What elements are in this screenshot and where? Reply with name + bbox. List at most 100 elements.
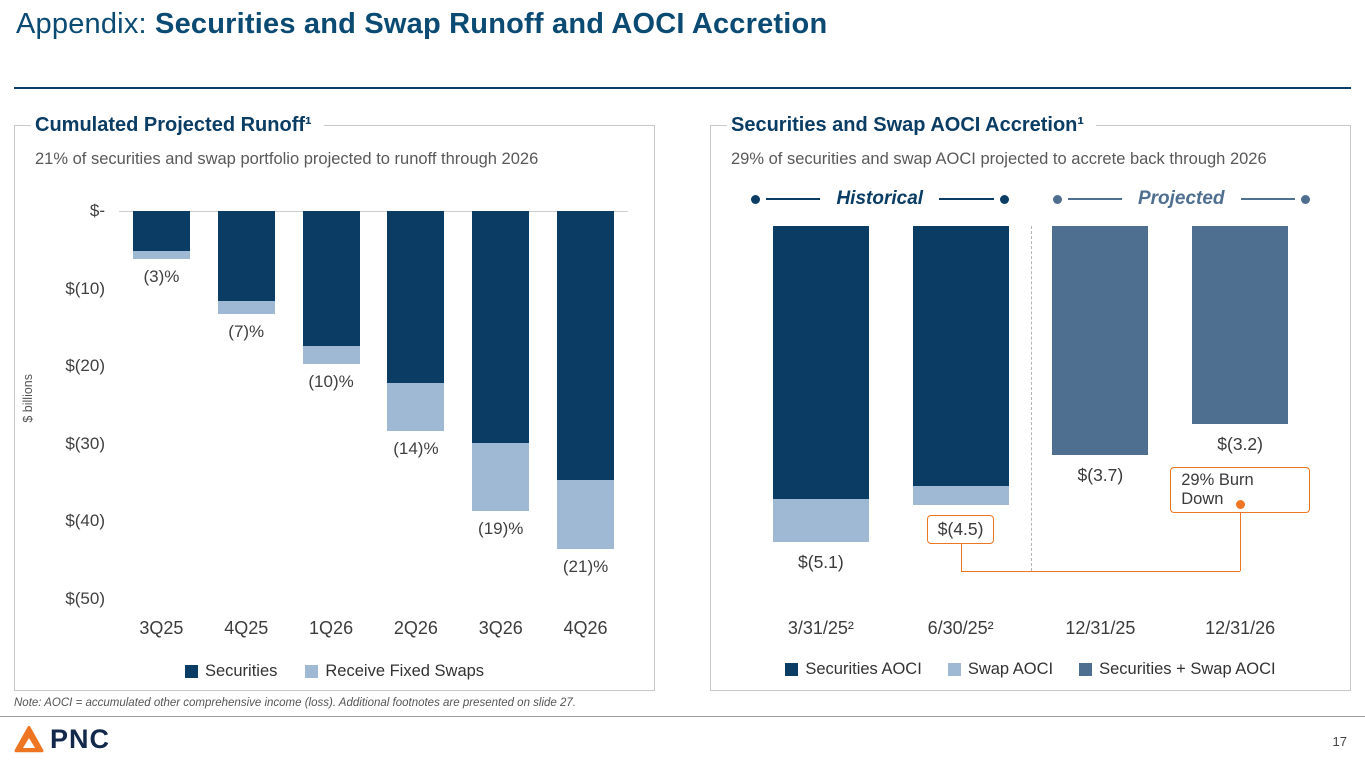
line-end-dot — [999, 194, 1009, 204]
aoci-chart-subtitle: 29% of securities and swap AOCI projecte… — [731, 150, 1267, 168]
burn-down-annotation: 29% Burn Down — [1170, 467, 1310, 514]
x-axis-label: 4Q25 — [224, 618, 269, 638]
legend-item: Receive Fixed Swaps — [305, 662, 484, 681]
legend-swatch — [785, 663, 799, 676]
x-axis-label: 3Q26 — [478, 618, 523, 638]
bar-value-label: (14)% — [393, 438, 439, 458]
bar-value-label: (10)% — [308, 371, 354, 391]
bar-segment — [387, 382, 445, 431]
runoff-legend: Securities Receive Fixed Swaps — [15, 662, 654, 681]
section-line — [1240, 198, 1295, 200]
bar-segment — [912, 486, 1009, 505]
bar-column: (3)% — [119, 211, 204, 599]
stacked-bar — [302, 211, 360, 364]
legend-item: Securities AOCI — [785, 660, 922, 679]
section-line — [766, 198, 821, 200]
aoci-legend: Securities AOCI Swap AOCI Securities + Swa… — [711, 660, 1350, 679]
y-axis-tick-label: $- — [89, 201, 105, 220]
bar-value-label: $(3.2) — [1217, 434, 1263, 455]
page-number: 17 — [1332, 734, 1347, 749]
runoff-xaxis: 3Q25 4Q25 1Q26 2Q26 3Q26 4Q26 — [119, 618, 628, 639]
stacked-bar — [1052, 226, 1149, 456]
x-axis-label: 3Q25 — [139, 618, 184, 638]
x-axis-label: 6/30/25² — [927, 618, 994, 638]
stacked-bar — [217, 211, 275, 315]
line-end-dot — [1301, 194, 1310, 204]
bar-segment — [217, 301, 275, 315]
y-axis-tick-label: $(10) — [65, 278, 105, 298]
x-axis-label: 12/31/25 — [1065, 618, 1136, 638]
bar-value-label: $(3.7) — [1077, 465, 1124, 486]
stacked-bar — [1192, 226, 1289, 425]
legend-swatch — [1079, 663, 1093, 676]
runoff-chart-title: Cumulated Projected Runoff¹ — [31, 112, 324, 139]
bar-column: $(4.5) — [891, 226, 1031, 616]
bar-column: (14)% — [373, 211, 458, 599]
legend-label: Securities + Swap AOCI — [1099, 660, 1276, 678]
bar-column: (10)% — [289, 211, 374, 599]
bar-segment — [772, 226, 869, 499]
bar-column: (21)% — [543, 211, 628, 599]
runoff-chart-subtitle: 21% of securities and swap portfolio pro… — [35, 150, 539, 168]
projected-label: Projected — [1137, 188, 1225, 209]
bar-segment — [132, 251, 190, 260]
connector-line-right — [1240, 513, 1242, 571]
legend-label: Securities AOCI — [805, 660, 922, 678]
aoci-plot: $(5.1) $(4.5) $(3.7) $(3.2) 29% Burn Down — [751, 226, 1310, 616]
section-line — [939, 198, 994, 200]
bar-segment — [557, 480, 615, 549]
historical-projected-divider — [1030, 226, 1032, 571]
bar-value-label: (19)% — [478, 518, 524, 538]
legend-label: Securities — [204, 662, 278, 680]
section-headers: Historical Projected — [751, 188, 1310, 210]
bar-segment — [772, 498, 869, 543]
bar-value-label: $(4.5) — [926, 514, 995, 544]
x-axis-label: 2Q26 — [393, 618, 438, 638]
legend-swatch — [305, 665, 319, 678]
y-axis-tick-label: $(30) — [65, 433, 105, 453]
legend-item: Securities — [184, 662, 278, 681]
aoci-panel: Securities and Swap AOCI Accretion¹ 29% … — [710, 112, 1351, 691]
x-axis-label: 1Q26 — [309, 618, 354, 638]
projected-section-header: Projected — [1052, 188, 1310, 210]
bar-segment — [302, 346, 360, 364]
legend-label: Swap AOCI — [967, 660, 1054, 678]
title-rule — [14, 87, 1351, 89]
y-axis-tick-label: $(40) — [65, 511, 105, 531]
bar-column: $(3.2) 29% Burn Down — [1170, 226, 1310, 616]
page-title-prefix: Appendix: — [16, 8, 156, 40]
line-end-dot — [1052, 194, 1062, 204]
y-axis-tick-label: $(20) — [65, 356, 105, 376]
bar-column: (19)% — [458, 211, 543, 599]
bar-segment — [1192, 226, 1289, 425]
aoci-chart-title: Securities and Swap AOCI Accretion¹ — [727, 112, 1097, 139]
runoff-panel: Cumulated Projected Runoff¹ 21% of secur… — [14, 112, 655, 691]
legend-item: Swap AOCI — [947, 660, 1054, 679]
stacked-bar — [912, 226, 1009, 505]
bar-segment — [302, 211, 360, 346]
y-axis-tick-label: $(50) — [65, 589, 105, 608]
footnote: Note: AOCI = accumulated other comprehen… — [14, 697, 576, 709]
legend-swatch — [184, 665, 198, 678]
pnc-logo-icon — [14, 725, 44, 752]
page-title-main: Securities and Swap Runoff and AOCI Accr… — [155, 8, 828, 40]
bar-value-label: (3)% — [143, 267, 180, 287]
legend-item: Securities + Swap AOCI — [1079, 660, 1276, 679]
stacked-bar — [387, 211, 445, 431]
bar-column: $(5.1) — [751, 226, 891, 616]
y-axis-title: $ billions — [21, 374, 35, 423]
stacked-bar — [772, 226, 869, 543]
bar-segment — [132, 211, 190, 252]
page-title: Appendix: Securities and Swap Runoff and… — [16, 8, 827, 41]
bar-value-label: (7)% — [228, 322, 265, 342]
bar-segment — [472, 443, 530, 511]
line-end-dot — [751, 194, 760, 204]
stacked-bar — [472, 211, 530, 511]
bar-segment — [557, 211, 615, 481]
bar-segment — [217, 211, 275, 301]
historical-label: Historical — [836, 188, 924, 209]
zero-axis-line — [119, 211, 628, 212]
historical-section-header: Historical — [751, 188, 1009, 210]
aoci-xaxis: 3/31/25² 6/30/25² 12/31/25 12/31/26 — [751, 618, 1310, 639]
footer-divider — [0, 716, 1365, 717]
